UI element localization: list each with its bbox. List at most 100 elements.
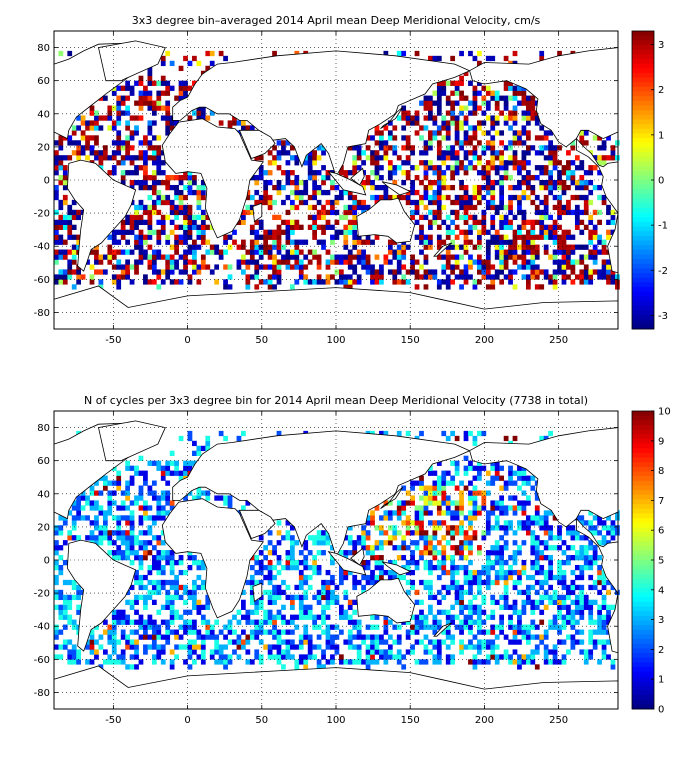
bin-cell	[147, 155, 153, 161]
bin-cell	[370, 160, 375, 166]
bin-cell	[370, 654, 375, 660]
bin-cell	[405, 564, 411, 571]
bin-cell	[307, 644, 313, 650]
bin-cell	[80, 490, 86, 496]
bin-cell	[485, 564, 491, 571]
bin-cell	[530, 110, 536, 116]
bin-cell	[338, 569, 344, 576]
bin-cell	[508, 619, 513, 625]
bin-cell	[499, 614, 505, 620]
bin-cell	[254, 649, 260, 655]
bin-cell	[67, 599, 73, 605]
bin-cell	[512, 624, 518, 630]
bin-cell	[316, 170, 322, 176]
bin-cell	[450, 219, 456, 225]
bin-cell	[485, 639, 491, 645]
colorbar-segment	[632, 676, 654, 682]
bin-cell	[151, 259, 157, 265]
bin-cell	[552, 145, 558, 151]
bin-cell	[579, 594, 585, 601]
colorbar-segment	[632, 485, 654, 491]
bin-cell	[548, 430, 553, 437]
colorbar-segment	[632, 499, 654, 505]
bin-cell	[254, 624, 260, 630]
bin-cell	[414, 520, 420, 526]
bin-cell	[454, 194, 460, 201]
bin-cell	[517, 629, 522, 635]
bin-cell	[58, 545, 64, 551]
bin-cell	[54, 644, 59, 650]
bin-cell	[468, 140, 473, 146]
bin-cell	[169, 584, 175, 591]
bin-cell	[570, 279, 576, 285]
bin-cell	[312, 594, 317, 601]
bin-cell	[490, 135, 496, 141]
bin-cell	[334, 234, 340, 240]
bin-cell	[352, 609, 358, 615]
bin-cell	[543, 155, 549, 161]
bin-cell	[405, 530, 411, 536]
bin-cell	[192, 219, 197, 225]
bin-cell	[419, 180, 424, 186]
bin-cell	[249, 125, 255, 131]
bin-cell	[143, 649, 148, 655]
bin-cell	[588, 639, 594, 645]
bin-cell	[579, 569, 585, 576]
bin-cell	[71, 254, 77, 260]
bin-cell	[165, 470, 171, 476]
bin-cell	[508, 495, 513, 501]
bin-cell	[169, 120, 175, 126]
bin-cell	[187, 624, 193, 630]
bin-cell	[436, 105, 442, 111]
bin-cell	[289, 545, 295, 551]
bin-cell	[254, 284, 260, 290]
bin-cell	[419, 234, 424, 240]
bin-cell	[379, 560, 384, 566]
bin-cell	[67, 50, 73, 57]
bin-cell	[419, 510, 424, 516]
bin-cell	[481, 609, 487, 615]
bin-cell	[445, 505, 451, 511]
bin-cell	[285, 550, 291, 556]
bin-cell	[387, 525, 393, 531]
bin-cell	[111, 170, 117, 176]
bin-cell	[468, 110, 473, 116]
bin-cell	[272, 50, 277, 57]
bin-cell	[557, 160, 562, 166]
bin-cell	[610, 530, 616, 536]
bin-cell	[441, 495, 447, 501]
bin-cell	[232, 120, 237, 126]
bin-cell	[419, 619, 424, 625]
bin-cell	[62, 579, 68, 586]
bin-cell	[592, 135, 598, 141]
bin-cell	[263, 614, 269, 620]
bin-cell	[330, 184, 335, 191]
bin-cell	[298, 584, 304, 591]
bin-cell	[67, 209, 73, 216]
bin-cell	[490, 55, 496, 62]
bin-cell	[379, 140, 384, 146]
bin-cell	[392, 135, 398, 141]
bin-cell	[463, 530, 469, 536]
bin-cell	[298, 274, 304, 280]
bin-cell	[485, 199, 491, 206]
bin-cell	[534, 560, 540, 566]
bin-cell	[151, 145, 157, 151]
bin-cell	[85, 644, 90, 650]
bin-cell	[129, 599, 135, 605]
bin-cell	[120, 160, 126, 166]
bin-cell	[281, 535, 286, 541]
bin-cell	[481, 165, 487, 171]
bin-cell	[147, 550, 153, 556]
bin-cell	[597, 530, 602, 536]
bin-cell	[392, 574, 398, 581]
bin-cell	[178, 204, 184, 211]
bin-cell	[200, 659, 206, 665]
bin-cell	[503, 649, 509, 655]
coastline	[252, 582, 263, 603]
bin-cell	[436, 214, 442, 221]
bin-cell	[441, 170, 447, 176]
bin-cell	[316, 274, 322, 280]
bin-cell	[129, 180, 135, 186]
bin-cell	[196, 485, 202, 491]
